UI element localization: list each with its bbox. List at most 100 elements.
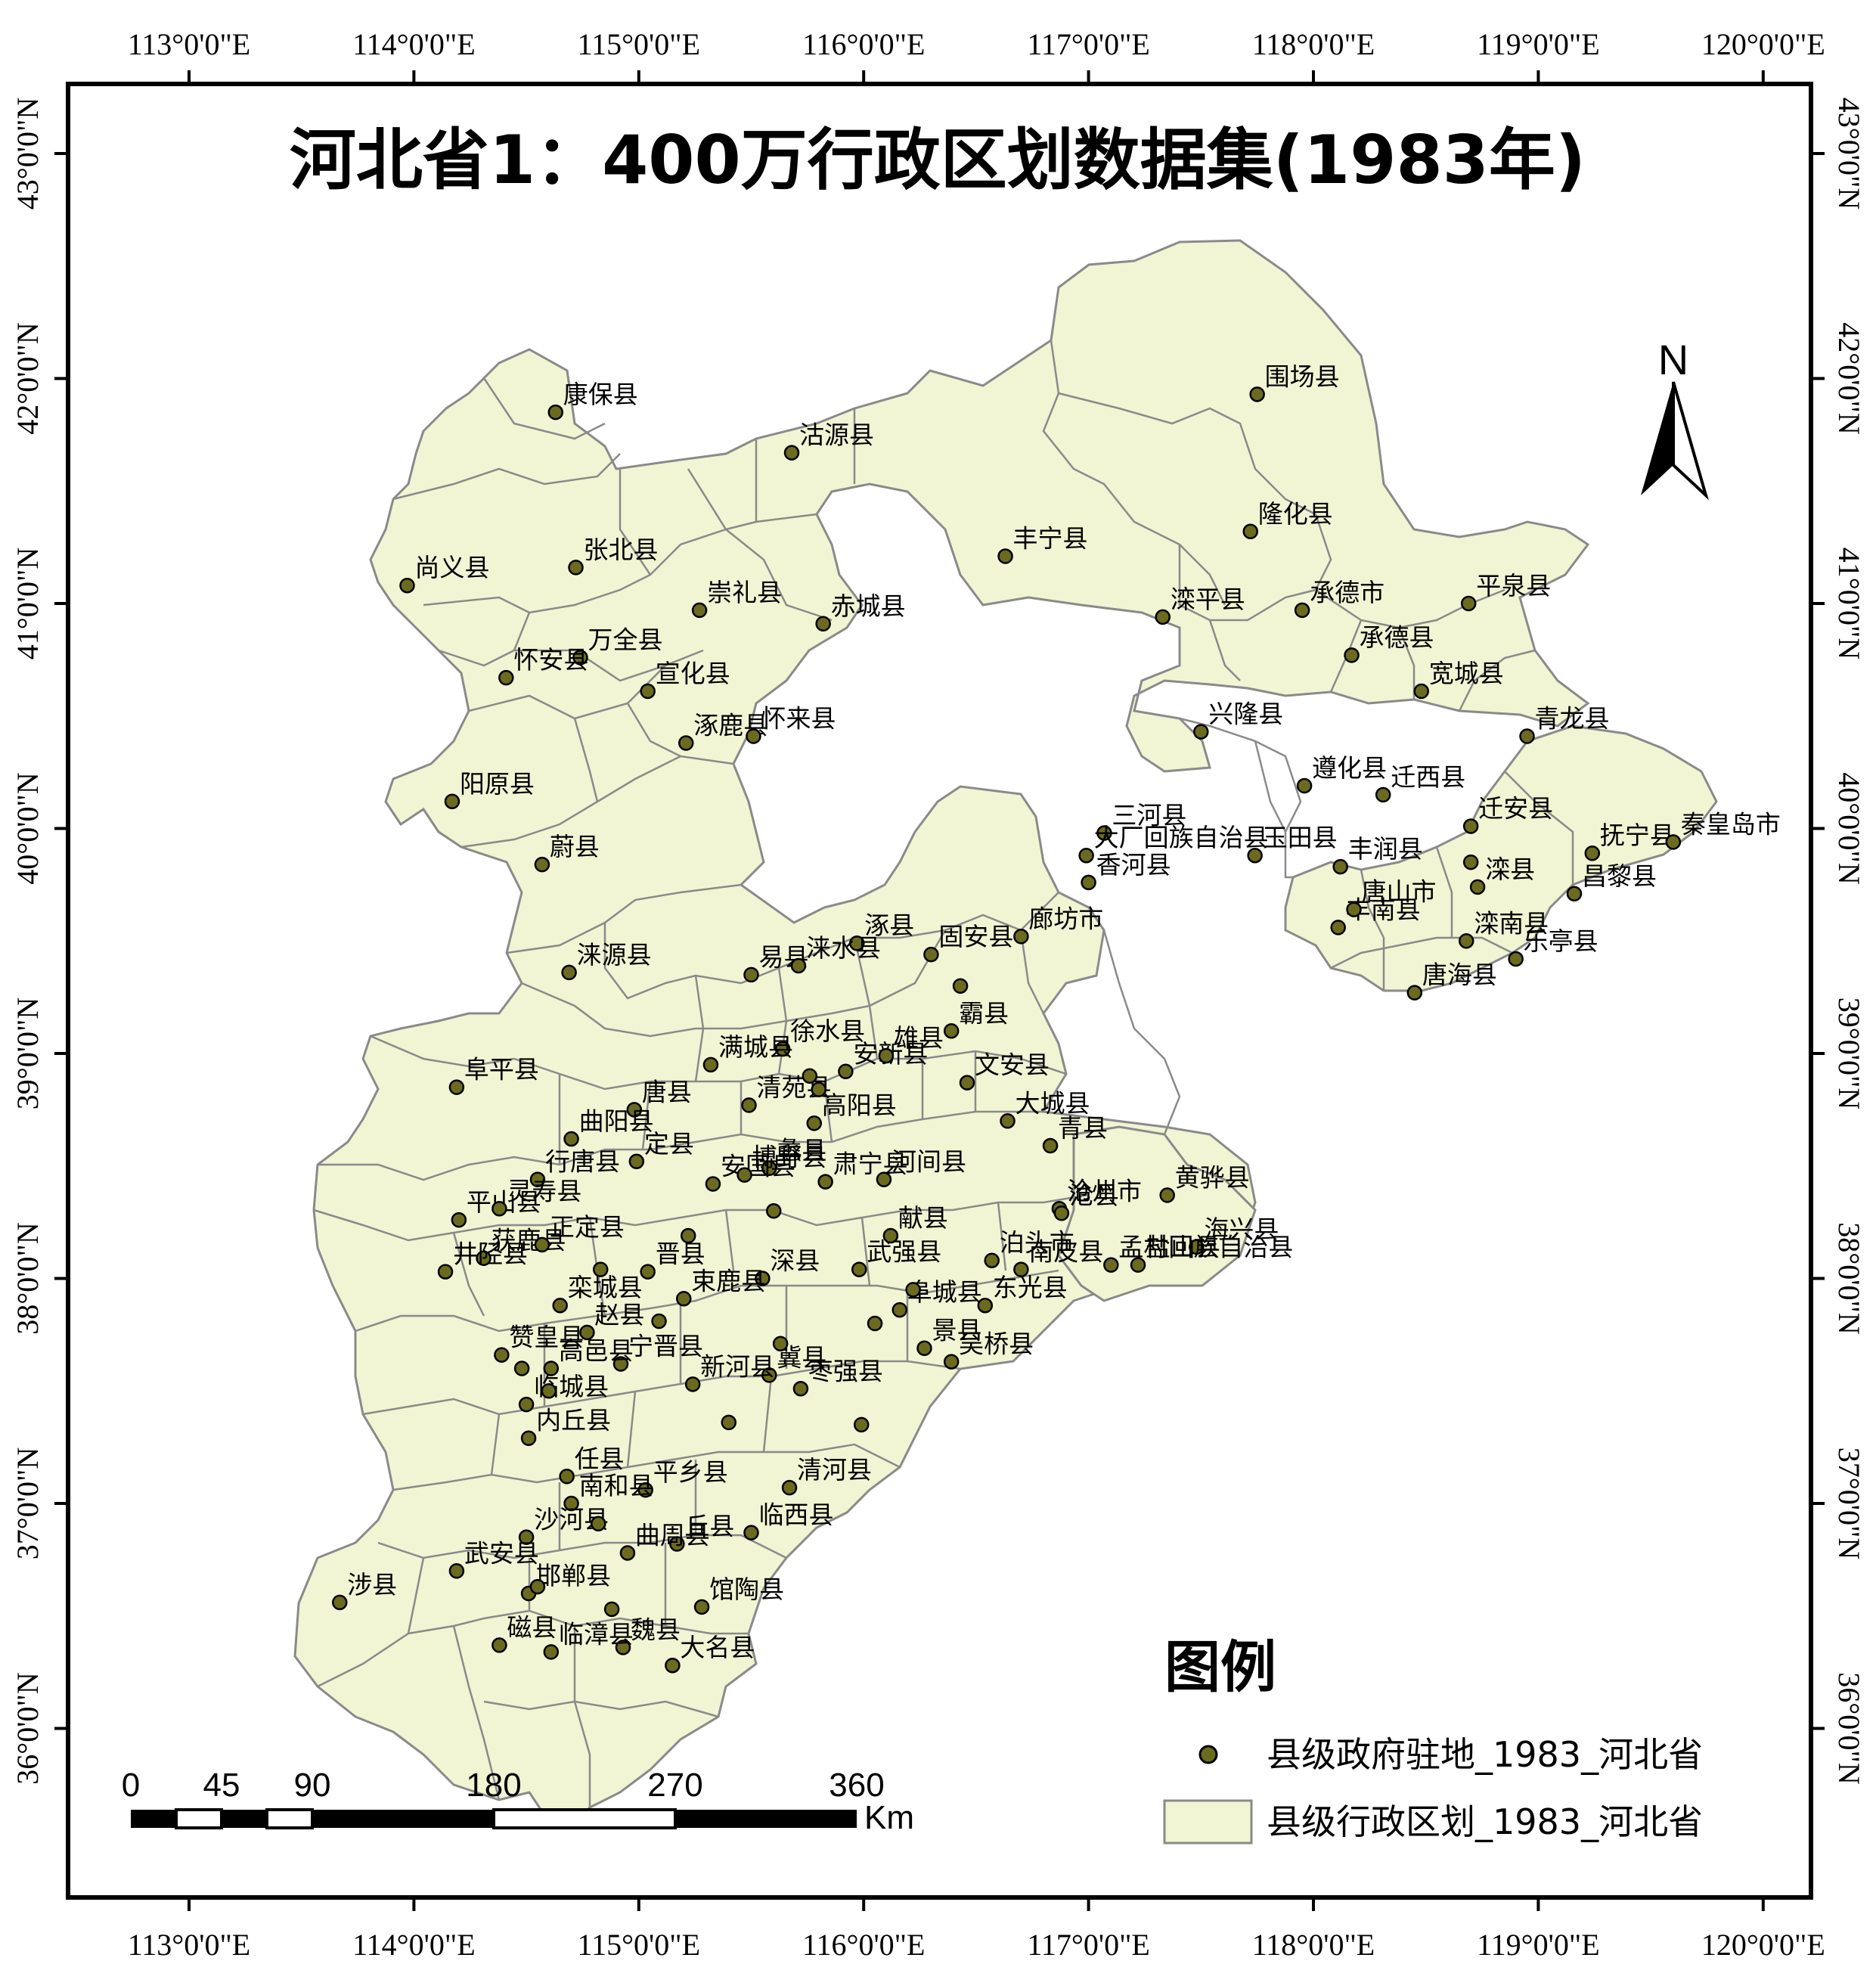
county-seat-marker [765,1203,782,1219]
legend-title: 图例 [1164,1635,1276,1700]
county-label: 临漳县 [559,1619,634,1649]
county-seat-marker [1458,933,1474,949]
county-label: 涞源县 [577,940,652,970]
scale-bar-seg-2 [175,1808,223,1829]
county-seat-marker [741,1097,757,1113]
county-label: 正定县 [550,1212,625,1242]
county-seat-marker [1294,602,1310,619]
lon-label-bottom: 120°0'0"E [1701,1928,1825,1962]
region-north [293,239,1590,1824]
county-seat-marker [1406,985,1423,1001]
county-seat-marker [774,1041,791,1057]
county-label: 赵县 [594,1300,644,1330]
county-seat-marker [572,650,588,666]
county-seat-marker [518,1529,535,1545]
county-seat-marker [943,1354,960,1370]
county-label: 玉田县 [1263,823,1338,852]
county-seat-marker [444,793,460,810]
county-seat-marker [1330,920,1346,935]
county-label: 怀来县 [761,704,836,734]
county-label: 蔚县 [550,832,600,861]
county-seat-marker [563,1495,579,1512]
county-seat-marker [977,1297,994,1314]
county-label: 唐山市 [1362,877,1437,907]
county-seat-marker [1103,1257,1119,1273]
lon-label-bottom: 114°0'0"E [352,1928,475,1962]
county-label: 高邑县 [559,1336,634,1366]
scale-bar-seg-6 [492,1808,677,1829]
county-label: 博野县 [752,1143,827,1172]
county-seat-marker [1346,901,1362,917]
county-seat-marker [923,946,939,963]
county-seat-marker [746,728,761,744]
county-seat-marker [669,1536,685,1552]
county-label: 吴桥县 [959,1330,1034,1359]
county-label: 丰宁县 [1013,524,1088,554]
lat-label-left: 37°0'0"N [11,1447,45,1559]
county-label: 晋县 [656,1240,705,1269]
county-label: 香河县 [1096,850,1171,880]
county-label: 南和县 [579,1471,654,1500]
county-seat-marker [1344,647,1360,663]
county-label: 平泉县 [1476,571,1551,600]
county-seat-marker [1332,858,1348,875]
lon-label-bottom: 119°0'0"E [1477,1928,1599,1962]
county-seat-marker [529,1171,546,1187]
county-seat-marker [1247,847,1263,864]
county-seat-marker [1013,929,1029,945]
county-label: 康保县 [563,380,638,409]
county-seat-marker [790,957,807,974]
county-label: 定县 [644,1129,694,1159]
scale-bar: 0 45 90 180 270 360 Km [122,1767,914,1836]
county-label: 沧县 [1069,1181,1119,1210]
county-seat-marker [534,1236,550,1253]
county-label: 承德县 [1360,622,1434,652]
county-label: 黄骅县 [1175,1162,1250,1192]
county-seat-marker [693,1599,710,1615]
county-seat-marker [783,445,800,461]
lon-label-bottom: 113°0'0"E [128,1928,250,1962]
county-label: 河间县 [891,1147,966,1177]
county-seat-marker [561,964,577,981]
county-seat-marker [1081,874,1096,891]
county-label: 深县 [770,1246,820,1276]
county-label: 唐县 [642,1077,692,1106]
county-label: 丘县 [684,1512,734,1541]
county-seat-marker [680,1227,696,1244]
county-label: 赤城县 [831,591,906,621]
county-seat-marker [637,1482,653,1498]
county-seat-marker [332,1594,348,1611]
county-label: 承德市 [1310,578,1385,607]
county-label: 满城县 [718,1032,793,1062]
scale-unit: Km [864,1799,914,1836]
county-seat-marker [1242,523,1258,540]
scale-bar-seg-1 [131,1810,176,1828]
scale-label-90: 90 [294,1767,331,1804]
county-label: 肃宁县 [833,1150,908,1179]
county-seat-marker [882,1227,899,1244]
lat-label-left: 38°0'0"N [11,1222,45,1334]
county-seat-marker [781,1479,798,1496]
county-seat-marker [1469,879,1486,895]
county-seat-marker [853,1416,870,1433]
county-label: 宣化县 [656,659,730,688]
scale-label-45: 45 [203,1767,240,1804]
county-label: 南皮县 [1028,1237,1103,1267]
county-seat-marker [997,548,1013,564]
county-label: 孟村回族自治县 [1118,1233,1293,1262]
county-seat-marker [494,1347,510,1363]
county-seat-marker [563,1131,579,1147]
county-label: 井陉县 [453,1240,528,1269]
lon-label-top: 116°0'0"E [802,27,925,61]
legend-point-label: 县级政府驻地_1983_河北省 [1267,1734,1703,1775]
map-title: 河北省1：400万行政区划数据集(1983年) [290,121,1586,199]
county-seat-marker [806,1115,823,1131]
county-seat-marker [498,669,514,686]
county-seat-marker [547,404,564,420]
county-label: 唐海县 [1422,960,1497,990]
county-seat-marker [1078,847,1094,864]
county-label: 束鹿县 [691,1266,766,1295]
county-label: 武强县 [867,1237,941,1267]
county-seat-marker [1249,386,1265,402]
county-seat-marker [640,1264,656,1280]
